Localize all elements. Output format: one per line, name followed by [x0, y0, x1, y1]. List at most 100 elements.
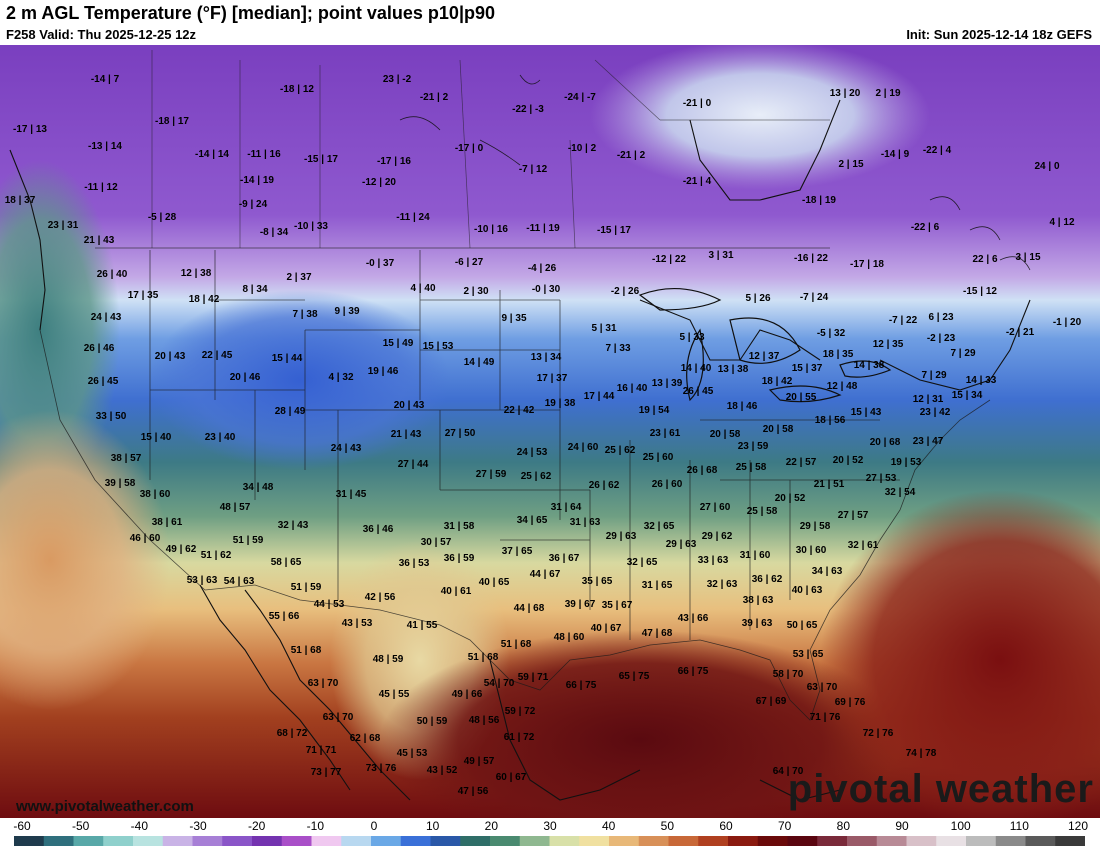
point-value-label: 32 | 54	[885, 487, 916, 498]
point-value-label: 20 | 43	[155, 351, 186, 362]
point-value-label: 14 | 40	[681, 363, 712, 374]
point-value-label: 20 | 68	[870, 437, 901, 448]
point-value-label: 64 | 70	[773, 766, 804, 777]
point-value-label: 7 | 38	[292, 309, 317, 320]
point-value-label: 17 | 35	[128, 290, 159, 301]
point-value-label: 12 | 38	[181, 268, 212, 279]
point-value-label: 34 | 63	[812, 566, 843, 577]
point-value-label: 54 | 70	[484, 678, 515, 689]
point-value-label: -12 | 22	[652, 254, 686, 265]
point-value-label: -10 | 16	[474, 224, 508, 235]
website-watermark[interactable]: www.pivotalweather.com	[16, 798, 194, 815]
point-value-label: -8 | 34	[260, 227, 289, 238]
point-value-label: 31 | 60	[740, 550, 771, 561]
colorbar-tick-label: 0	[370, 819, 378, 833]
point-value-label: 24 | 43	[331, 443, 362, 454]
point-value-label: 72 | 76	[863, 728, 894, 739]
colorbar-swatch	[133, 836, 164, 846]
colorbar-swatch	[906, 836, 937, 846]
point-value-label: 18 | 37	[5, 195, 36, 206]
point-value-label: 43 | 53	[342, 618, 373, 629]
point-value-label: -15 | 17	[304, 154, 338, 165]
point-value-label: 3 | 31	[708, 250, 733, 261]
colorbar-swatch	[757, 836, 789, 846]
point-value-label: -9 | 24	[239, 199, 268, 210]
point-value-label: 39 | 63	[742, 618, 773, 629]
point-value-label: 32 | 65	[644, 521, 675, 532]
colorbar-tick-label: 10	[425, 819, 440, 833]
colorbar-tick-label: 20	[484, 819, 499, 833]
point-value-label: -10 | 33	[294, 221, 328, 232]
point-value-label: -7 | 24	[800, 292, 829, 303]
point-value-label: 12 | 31	[913, 394, 944, 405]
point-value-label: 59 | 72	[505, 706, 536, 717]
point-value-label: -14 | 19	[240, 175, 274, 186]
point-value-label: 62 | 68	[350, 733, 381, 744]
point-value-label: 2 | 19	[875, 88, 900, 99]
point-value-label: -21 | 2	[617, 150, 646, 161]
colorbar-tick-label: -40	[130, 819, 148, 833]
point-value-label: 27 | 44	[398, 459, 429, 470]
point-value-label: 53 | 65	[793, 649, 824, 660]
point-value-label: 20 | 58	[763, 424, 794, 435]
point-value-label: 26 | 45	[88, 376, 119, 387]
point-value-label: 22 | 42	[504, 405, 535, 416]
point-value-label: 40 | 61	[441, 586, 472, 597]
point-value-label: 8 | 34	[242, 284, 267, 295]
point-value-label: 29 | 63	[666, 539, 697, 550]
colorbar-swatch	[14, 836, 45, 846]
point-value-label: 63 | 70	[308, 678, 339, 689]
colorbar-swatch	[579, 836, 610, 846]
point-value-label: 21 | 43	[84, 235, 115, 246]
point-value-label: 5 | 31	[591, 323, 616, 334]
hudson-bay-field	[590, 45, 930, 190]
point-value-label: 20 | 52	[775, 493, 806, 504]
point-value-label: 15 | 53	[423, 341, 454, 352]
point-value-label: 26 | 62	[589, 480, 620, 491]
point-value-label: 73 | 76	[366, 763, 397, 774]
coastlines	[9, 99, 1031, 801]
point-value-label: 22 | 45	[202, 350, 233, 361]
temperature-map[interactable]: -14 | 7 -18 | 12 23 | -2 -21 | 2 -22 | -3 -24…	[0, 45, 1100, 818]
map-title: 2 m AGL Temperature (°F) [median]; point…	[6, 3, 495, 23]
point-value-label: 29 | 63	[606, 531, 637, 542]
point-value-label: 61 | 72	[504, 732, 535, 743]
colorbar-swatch	[400, 836, 432, 846]
point-value-label: -17 | 16	[377, 156, 411, 167]
pivotal-weather-logo: pivotal weather	[787, 767, 1094, 811]
point-value-label: 51 | 62	[201, 550, 232, 561]
colorbar-swatch	[222, 836, 253, 846]
point-value-label: 2 | 15	[838, 159, 863, 170]
colorbar-tick-label: -30	[189, 819, 207, 833]
point-value-label: 54 | 63	[224, 576, 255, 587]
point-value-label: 32 | 63	[707, 579, 738, 590]
point-value-label: -18 | 17	[155, 116, 189, 127]
point-value-label: -21 | 2	[420, 92, 449, 103]
point-value-label: 7 | 29	[921, 370, 946, 381]
point-value-label: 43 | 66	[678, 613, 709, 624]
colorbar-swatch	[966, 836, 997, 846]
point-value-label: 25 | 62	[521, 471, 552, 482]
point-value-label: 51 | 59	[233, 535, 264, 546]
colorbar-tick-label: 30	[543, 819, 557, 833]
colorbar-swatch	[728, 836, 759, 846]
colorbar-swatch	[252, 836, 283, 846]
point-value-label: 15 | 37	[792, 363, 823, 374]
colorbar-swatch	[430, 836, 461, 846]
colorbar-swatch	[787, 836, 818, 846]
point-value-label: 47 | 56	[458, 786, 489, 797]
point-value-label: -12 | 20	[362, 177, 396, 188]
point-value-label: 31 | 45	[336, 489, 367, 500]
point-value-label: 63 | 70	[323, 712, 354, 723]
point-value-label: 3 | 15	[1015, 252, 1040, 263]
map-panel[interactable]: -14 | 7 -18 | 12 23 | -2 -21 | 2 -22 | -3 -24…	[0, 45, 1100, 818]
point-value-label: 44 | 67	[530, 569, 561, 580]
point-value-label: 23 | -2	[383, 74, 412, 85]
point-value-label: -13 | 14	[88, 141, 122, 152]
point-value-label: 25 | 60	[643, 452, 674, 463]
point-value-label: 58 | 70	[773, 669, 804, 680]
point-value-label: 49 | 57	[464, 756, 495, 767]
colorbar-swatch	[371, 836, 402, 846]
point-value-label: 45 | 55	[379, 689, 410, 700]
colorbar-labels: -60 -50 -40 -30 -20 -10 0 10 20 30 40 50 60 70 80 90 100…	[0, 818, 1100, 834]
